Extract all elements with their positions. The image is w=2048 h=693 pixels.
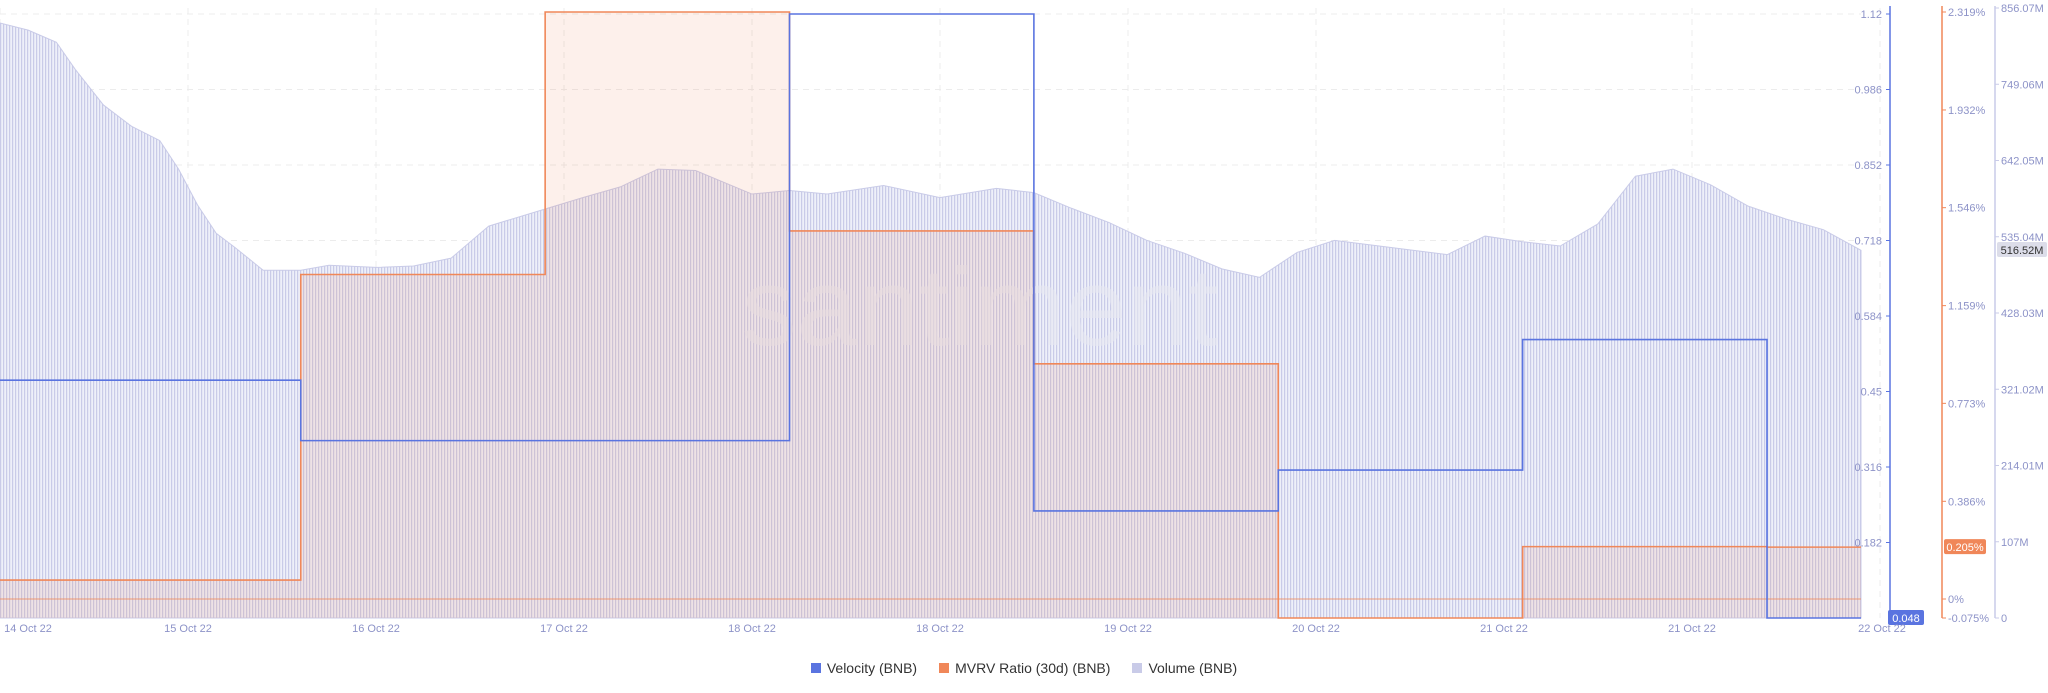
x-tick-label: 22 Oct 22 (1858, 623, 1906, 635)
mvrv-tick-label: 2.319% (1948, 7, 1986, 19)
volume-tick-label: 107M (2001, 537, 2029, 549)
velocity-series-line (0, 13, 1861, 619)
legend-item-mvrv[interactable]: MVRV Ratio (30d) (BNB) (939, 660, 1110, 676)
velocity-tick-label: 0.718 (1854, 236, 1882, 248)
velocity-current-badge (1888, 610, 1924, 625)
mvrv-current-badge (1944, 539, 1986, 555)
legend-label-mvrv: MVRV Ratio (30d) (BNB) (955, 660, 1111, 676)
velocity-series (0, 13, 1861, 619)
x-tick-label: 21 Oct 22 (1480, 623, 1528, 635)
volume-tick-label: 321.02M (2001, 384, 2044, 396)
legend-swatch-mvrv (939, 663, 950, 673)
axes-layer: 1.12 0.986 0.852 0.718 0.584 0.45 0.316 0.182 2.… (1854, 3, 2047, 625)
volume-tick-label: 642.05M (2001, 156, 2044, 168)
x-tick-label: 15 Oct 22 (164, 623, 212, 635)
x-tick-label: 18 Oct 22 (728, 623, 776, 635)
volume-tick-label: 535.04M (2001, 232, 2044, 244)
x-tick-label: 14 Oct 22 (4, 623, 52, 635)
volume-current-value: 516.52M (2001, 245, 2044, 257)
legend: Velocity (BNB) MVRV Ratio (30d) (BNB) Vo… (0, 656, 2048, 680)
mvrv-current-value: 0.205% (1946, 542, 1984, 554)
legend-item-velocity[interactable]: Velocity (BNB) (810, 660, 918, 676)
x-axis-labels: 14 Oct 22 15 Oct 22 16 Oct 22 17 Oct 22 18 O… (4, 623, 1906, 635)
watermark-text: santiment (742, 246, 1219, 369)
volume-tick-label: 214.01M (2001, 461, 2044, 473)
velocity-tick-label: 0.852 (1854, 160, 1882, 172)
velocity-tick-label: 1.12 (1861, 9, 1882, 21)
velocity-tick-label: 0.182 (1854, 538, 1882, 550)
velocity-current-value: 0.048 (1892, 613, 1920, 625)
mvrv-series-fill (0, 12, 1861, 618)
mvrv-tick-label: 0% (1948, 594, 1964, 606)
x-tick-label: 16 Oct 22 (352, 623, 400, 635)
x-tick-label: 18 Oct 22 (916, 623, 964, 635)
legend-swatch-volume (1132, 663, 1143, 673)
x-tick-label: 21 Oct 22 (1668, 623, 1716, 635)
x-tick-label: 17 Oct 22 (540, 623, 588, 635)
mvrv-tick-label: 0.386% (1948, 496, 1986, 508)
mvrv-tick-label: 1.932% (1948, 105, 1986, 117)
legend-label-volume: Volume (BNB) (1148, 660, 1238, 676)
volume-tick-label: 749.06M (2001, 79, 2044, 91)
mvrv-tick-label: 0.773% (1948, 398, 1986, 410)
legend-swatch-velocity (810, 663, 821, 673)
mvrv-tick-label: 1.159% (1948, 301, 1986, 313)
velocity-tick-label: 0.584 (1854, 311, 1882, 323)
velocity-tick-label: 0.986 (1854, 85, 1882, 97)
volume-tick-label: 856.07M (2001, 3, 2044, 15)
volume-area (0, 22, 1862, 619)
volume-tick-label: 0 (2001, 613, 2007, 625)
x-tick-label: 19 Oct 22 (1104, 623, 1152, 635)
legend-item-volume[interactable]: Volume (BNB) (1132, 660, 1237, 676)
volume-current-badge (1997, 241, 2047, 257)
mvrv-tick-label: 1.546% (1948, 203, 1986, 215)
mvrv-tick-label: -0.075% (1948, 613, 1989, 625)
legend-label-velocity: Velocity (BNB) (826, 660, 918, 676)
velocity-tick-label: 0.316 (1854, 462, 1882, 474)
velocity-tick-label: 0.45 (1861, 387, 1882, 399)
x-tick-label: 20 Oct 22 (1292, 623, 1340, 635)
volume-tick-label: 428.03M (2001, 308, 2044, 320)
volume-series-area (0, 22, 1862, 619)
